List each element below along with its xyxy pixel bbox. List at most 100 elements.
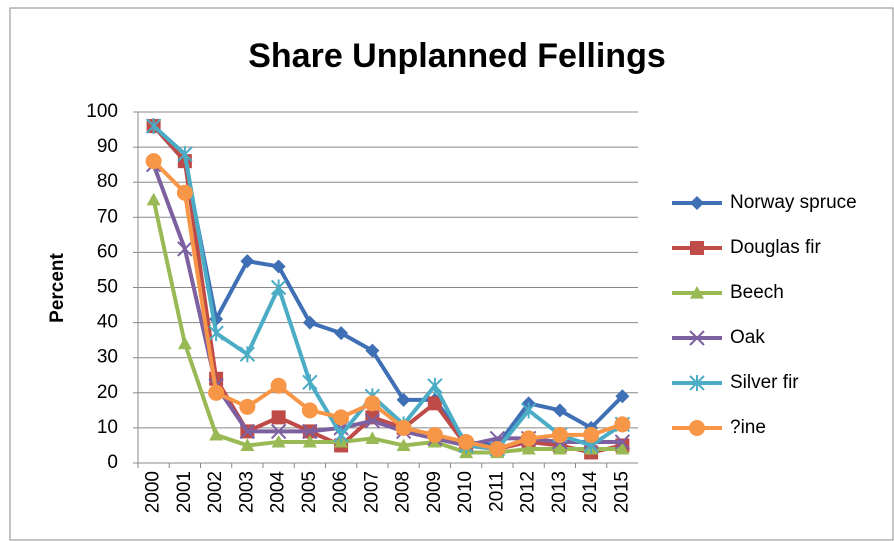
y-tick-label: 70 [97,206,118,227]
legend-marker [690,196,704,210]
y-tick-label: 40 [97,312,118,333]
point [520,402,537,419]
point [239,346,256,363]
y-axis-label: Percent [47,252,68,322]
x-tick-label: 2014 [580,471,601,514]
point [552,441,567,455]
point [302,423,318,440]
y-tick-label: 80 [97,171,118,192]
point [395,419,412,436]
x-tick-label: 2007 [361,471,382,513]
x-tick-label: 2013 [549,471,570,513]
point [489,440,506,457]
legend-marker [690,241,704,255]
y-tick-label: 100 [86,101,118,122]
point [270,279,287,296]
point [426,426,443,443]
x-tick-label: 2015 [611,471,632,513]
point [520,430,537,447]
x-tick-label: 2005 [299,471,320,513]
point [364,413,381,429]
legend-label: Silver fir [730,372,799,393]
x-tick-label: 2012 [518,471,539,513]
x-tick-label: 2000 [143,471,164,513]
point [209,427,224,441]
point [271,434,286,448]
point [396,392,411,407]
point [583,426,600,443]
point [365,343,380,358]
x-tick-label: 2001 [174,471,195,513]
point [396,438,411,452]
point [615,441,630,455]
point [240,438,255,452]
point [301,402,318,419]
point [614,434,631,450]
series-line [152,159,624,451]
x-tick-label: 2010 [455,471,476,513]
point [239,398,256,415]
point [271,410,286,425]
point [208,325,224,342]
point [271,259,286,274]
point [427,377,443,394]
point [302,315,317,330]
point [365,431,380,445]
x-tick-label: 2002 [205,471,226,513]
point [364,395,381,412]
y-tick-label: 90 [97,136,118,157]
y-tick-label: 10 [97,417,118,438]
point [177,146,193,163]
legend-marker [689,330,705,346]
legend-marker [689,375,705,391]
point [177,336,192,350]
point [552,403,567,418]
point [614,416,631,433]
point [521,441,536,455]
x-tick-label: 2011 [486,471,507,512]
point [240,254,255,269]
point [334,326,349,341]
chart-title: Share Unplanned Fellings [248,37,666,75]
legend-marker [689,420,705,436]
series-line [151,163,623,448]
point [145,118,162,135]
x-tick-label: 2008 [393,471,414,513]
series-line [152,124,624,451]
legend-label: Douglas fir [730,237,821,258]
y-tick-label: 30 [97,347,118,368]
series-line [152,124,624,448]
point [302,374,318,391]
point [427,396,442,411]
chart-border [9,7,894,541]
point [239,423,256,440]
point [333,426,349,443]
point [145,153,162,170]
point [615,389,630,404]
legend-label: Norway spruce [730,192,857,213]
point [146,192,161,206]
x-tick-label: 2004 [268,471,289,514]
series-line [151,199,623,455]
x-tick-label: 2006 [330,471,351,513]
point [270,423,287,440]
x-tick-label: 2009 [424,471,445,513]
point [208,384,225,401]
y-tick-label: 60 [97,241,118,262]
point [551,426,568,443]
point [270,377,287,394]
y-tick-label: 20 [97,382,118,403]
y-tick-label: 0 [107,452,118,473]
legend-label: ?ine [730,417,766,438]
point [176,184,193,201]
legend-label: Oak [730,327,765,348]
point [302,434,317,448]
y-tick-label: 50 [97,277,118,298]
x-tick-label: 2003 [236,471,257,513]
point [333,409,350,426]
point [458,433,475,450]
legend-label: Beech [730,282,784,303]
point [177,241,193,257]
legend-marker [690,286,704,299]
